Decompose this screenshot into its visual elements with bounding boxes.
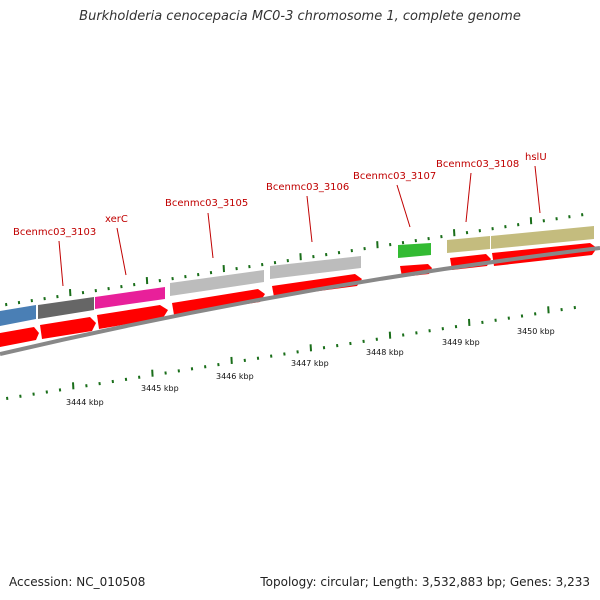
kbp-label: 3446 kbp (216, 372, 254, 381)
kbp-label: 3445 kbp (141, 384, 179, 393)
callout-leader-line (534, 165, 541, 214)
accession-text: Accession: NC_010508 (9, 575, 146, 589)
gene-label[interactable]: Bcenmc03_3108 (436, 159, 519, 170)
gene-callout[interactable]: xerC (105, 214, 128, 276)
gene-label[interactable]: xerC (105, 214, 128, 225)
cds-arrow[interactable] (97, 305, 168, 329)
feature-lightgray-3105[interactable] (170, 270, 264, 296)
feature-green-3107[interactable] (398, 243, 431, 258)
cds-arrow[interactable] (40, 317, 96, 339)
gene-callouts: Bcenmc03_3103 xerC Bcenmc03_3105 Bcenmc03_3… (13, 152, 547, 287)
callout-leader-line (207, 212, 214, 259)
feature-darkgray[interactable] (38, 297, 94, 319)
gene-callout[interactable]: Bcenmc03_3105 (165, 198, 248, 259)
gene-callout[interactable]: Bcenmc03_3107 (353, 171, 436, 228)
kbp-label: 3444 kbp (66, 398, 104, 407)
gene-callout[interactable]: Bcenmc03_3108 (436, 159, 519, 223)
gene-label[interactable]: Bcenmc03_3105 (165, 198, 248, 209)
gene-label[interactable]: Bcenmc03_3103 (13, 227, 96, 238)
chromosome-backbone (0, 246, 600, 356)
callout-leader-line (306, 195, 313, 243)
callout-leader-line (396, 184, 411, 228)
cds-arrow[interactable] (272, 274, 362, 297)
feature-khaki-3108[interactable] (447, 236, 490, 253)
kbp-label: 3449 kbp (442, 338, 480, 347)
cds-arrow[interactable] (172, 289, 265, 315)
gene-callout[interactable]: Bcenmc03_3106 (266, 182, 349, 243)
kbp-label: 3448 kbp (366, 348, 404, 357)
feature-lightgray-3106[interactable] (270, 256, 361, 279)
gene-label[interactable]: Bcenmc03_3106 (266, 182, 349, 193)
callout-leader-line (116, 227, 127, 276)
gene-label[interactable]: hslU (525, 152, 547, 163)
lower-tick-track (6, 305, 576, 401)
kbp-label: 3450 kbp (517, 327, 555, 336)
kbp-label: 3447 kbp (291, 359, 329, 368)
callout-leader-line (58, 240, 64, 287)
kbp-scale-labels: 3444 kbp 3445 kbp 3446 kbp 3447 kbp 3448 kbp… (66, 327, 555, 407)
genome-summary: Topology: circular; Length: 3,532,883 bp… (260, 575, 590, 589)
gene-label[interactable]: Bcenmc03_3107 (353, 171, 436, 182)
gene-callout[interactable]: hslU (525, 152, 547, 214)
feature-blue[interactable] (0, 305, 36, 326)
feature-khaki-hslU[interactable] (491, 226, 594, 249)
map-title: Burkholderia cenocepacia MC0-3 chromosom… (79, 9, 521, 24)
feature-magenta-xerC[interactable] (95, 287, 165, 309)
gene-callout[interactable]: Bcenmc03_3103 (13, 227, 96, 287)
callout-leader-line (465, 172, 472, 223)
upper-tick-track (5, 213, 584, 307)
feature-track (0, 226, 594, 326)
cds-arrow[interactable] (0, 327, 39, 347)
